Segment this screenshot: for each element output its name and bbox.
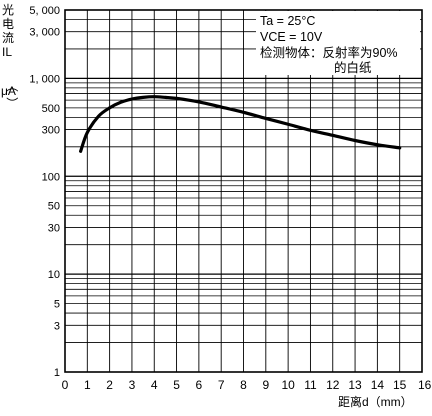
y-axis-label-char-4: IL: [2, 45, 12, 59]
y-axis-label-char-3: 流: [2, 31, 14, 45]
x-tick-label: 13: [348, 378, 362, 392]
x-tick-label: 1: [84, 378, 91, 392]
x-tick-label: 5: [173, 378, 180, 392]
y-tick-label: 10: [48, 269, 60, 281]
x-tick-label: 3: [129, 378, 136, 392]
y-tick-label: 5, 000: [29, 5, 60, 17]
y-tick-label: 1, 000: [29, 73, 60, 85]
y-tick-label: 30: [48, 222, 60, 234]
annotation-vce: VCE = 10V: [260, 30, 323, 44]
x-tick-label: 2: [106, 378, 113, 392]
series: [81, 97, 400, 152]
y-axis-label-paren-close: ）: [5, 97, 19, 109]
x-tick-label: 10: [281, 378, 295, 392]
x-tick-label: 11: [304, 378, 317, 392]
x-tick-label: 8: [240, 378, 247, 392]
x-tick-label: 9: [262, 378, 269, 392]
y-axis-label-char-2: 电: [2, 17, 14, 31]
x-tick-label: 14: [371, 378, 385, 392]
y-tick-labels: 5, 000 3, 000 1, 000 500 300 100 50 30 10 5 3 1: [29, 5, 60, 379]
x-tick-label: 4: [151, 378, 158, 392]
y-tick-label: 1: [54, 367, 60, 379]
x-tick-label: 6: [196, 378, 203, 392]
x-tick-label: 15: [393, 378, 407, 392]
y-tick-label: 500: [42, 103, 60, 115]
annotation-ta: Ta = 25°C: [260, 14, 315, 28]
series-line: [81, 97, 400, 152]
x-tick-label: 0: [62, 378, 69, 392]
annotation-object-2: 的白纸: [334, 60, 372, 75]
y-tick-label: 5: [54, 299, 60, 311]
y-axis-label-char-1: 光: [2, 3, 14, 17]
y-tick-label: 100: [42, 171, 60, 183]
x-tick-label: 7: [218, 378, 225, 392]
y-axis-label-unit: μA: [1, 84, 16, 98]
x-axis-label: 距离d（mm）: [338, 394, 413, 409]
y-tick-label: 50: [48, 201, 60, 213]
y-tick-label: 3, 000: [29, 27, 60, 39]
x-tick-label: 16: [418, 378, 432, 392]
y-tick-label: 300: [42, 125, 60, 137]
annotation-object: 检测物体：反射率为90%: [260, 45, 398, 60]
y-tick-label: 3: [54, 320, 60, 332]
x-tick-label: 12: [326, 378, 340, 392]
